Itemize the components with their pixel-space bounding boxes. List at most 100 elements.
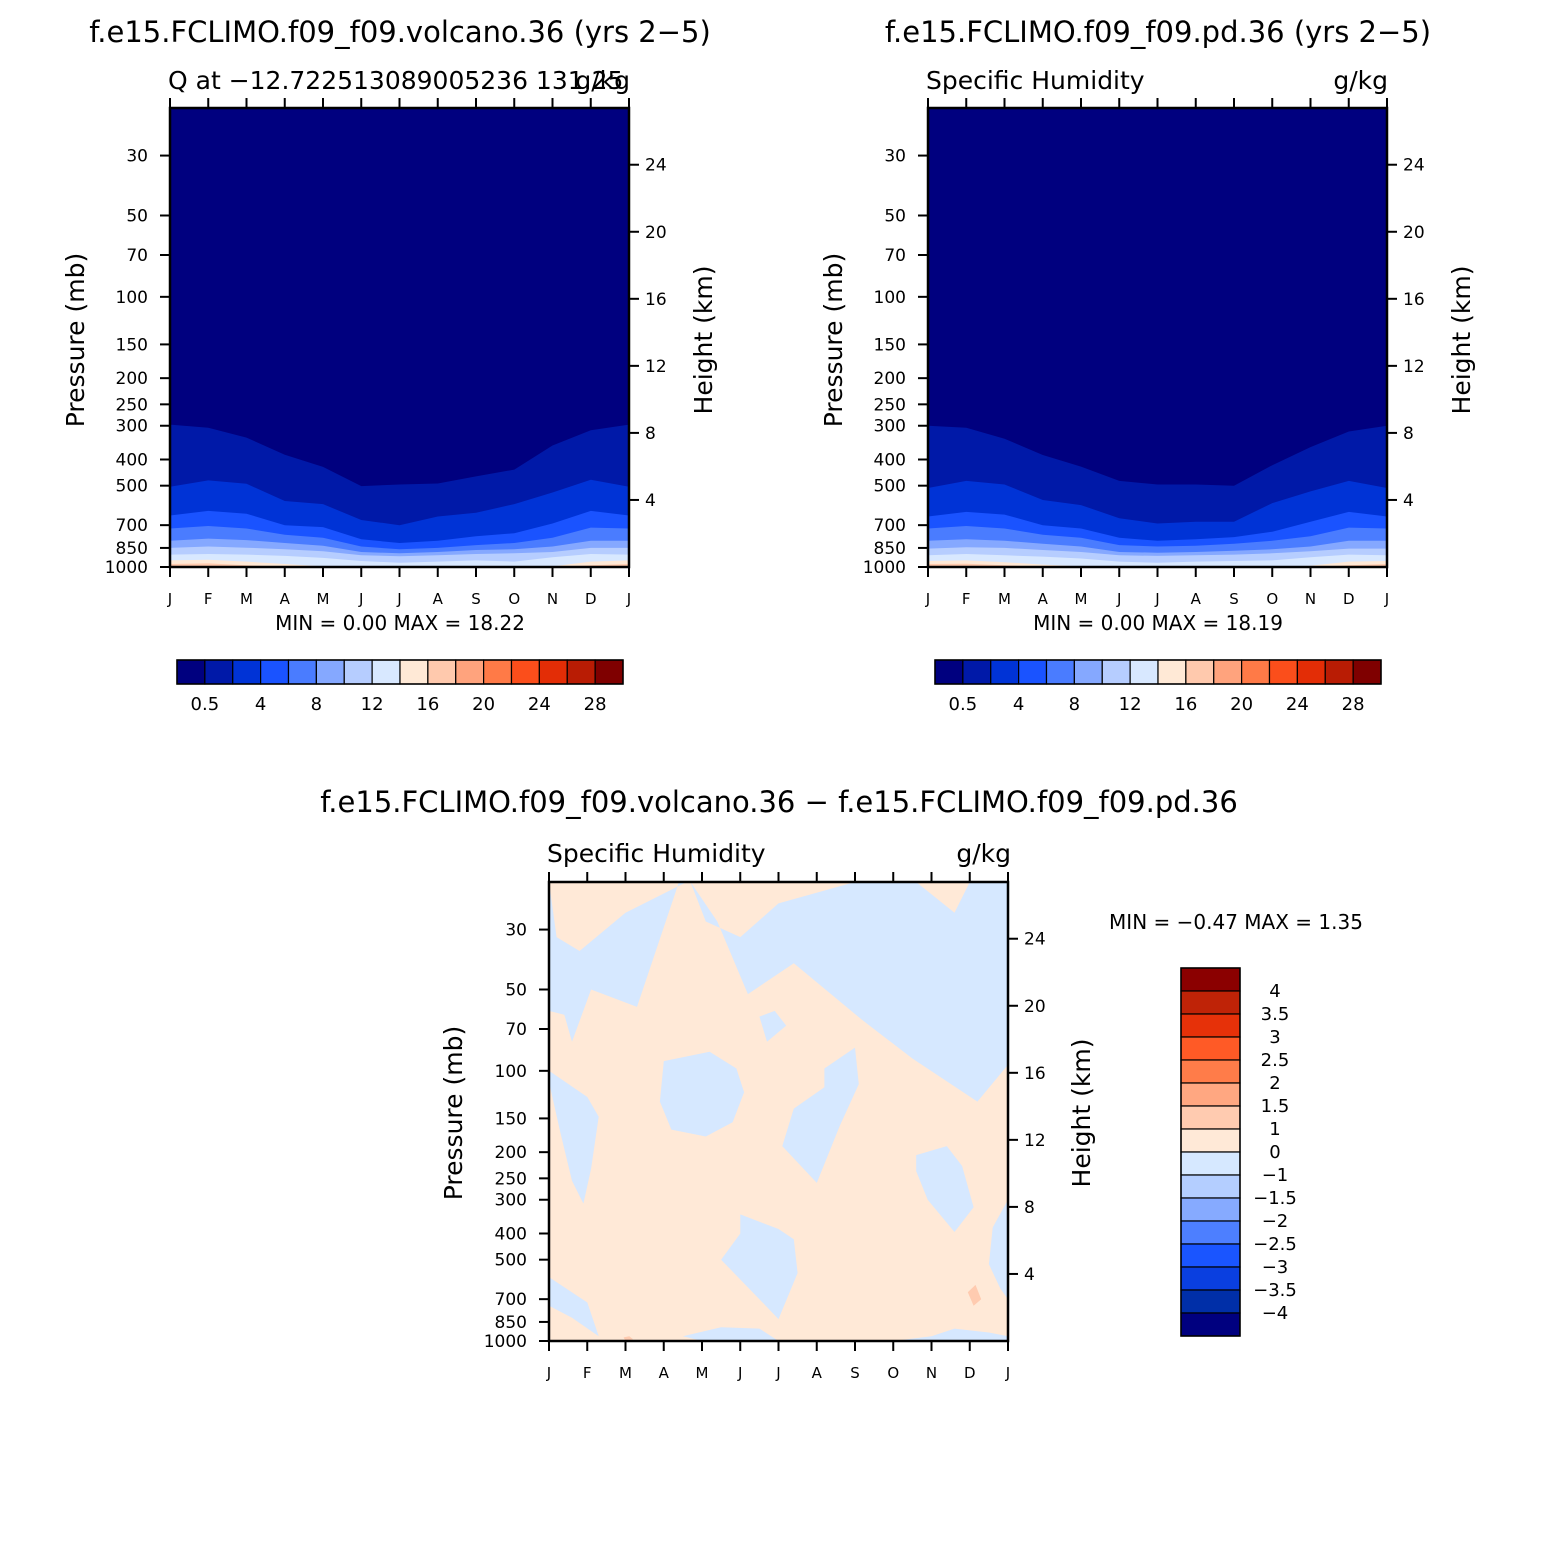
panel-title: f.e15.FCLIMO.f09_f09.pd.36 (yrs 2−5) [885, 15, 1431, 49]
fill-region-negative [549, 1070, 599, 1204]
y-tick-label: 150 [874, 335, 906, 355]
y-tick-label: 250 [116, 395, 148, 415]
fill-region-negative [659, 1051, 745, 1137]
y-tick-label: 70 [126, 246, 148, 266]
x-tick-label: J [358, 590, 363, 608]
y-tick-label: 700 [116, 516, 148, 536]
colorbar-label: 12 [361, 694, 384, 715]
y-tick-label: 200 [874, 369, 906, 389]
y-tick-label: 150 [495, 1109, 527, 1129]
fill-region-negative [782, 1047, 859, 1183]
fill-region-negative [759, 1010, 787, 1042]
y-tick-label: 1000 [105, 558, 148, 578]
colorbar-box [538, 659, 568, 685]
colorbar-box [1185, 659, 1215, 685]
y-tick-label: 300 [495, 1191, 527, 1211]
colorbar: 0.5 4 8 12 16 20 24 28 [934, 659, 1382, 715]
y-axis-label: Pressure (mb) [439, 1026, 468, 1200]
fill-region-negative [690, 882, 1008, 1102]
colorbar-label: 28 [1342, 694, 1365, 715]
y2-tick-label: 4 [645, 491, 656, 511]
colorbar-box [1213, 659, 1243, 685]
colorbar-label: 2 [1269, 1073, 1280, 1094]
colorbar-label: 2.5 [1261, 1050, 1290, 1071]
y-tick-label: 400 [874, 450, 906, 470]
colorbar-box [1180, 1312, 1241, 1337]
y-tick-label: 50 [505, 981, 527, 1001]
colorbar-label: −1.5 [1253, 1188, 1297, 1209]
colorbar-box [483, 659, 513, 685]
colorbar-box [990, 659, 1020, 685]
left-label: Q at −12.722513089005236 131.25 [168, 66, 623, 95]
y-axis-label: Pressure (mb) [819, 253, 848, 427]
colorbar-box [1180, 1197, 1241, 1222]
colorbar-box [1073, 659, 1103, 685]
y2-tick-label: 16 [645, 290, 667, 310]
y2-tick-label: 12 [1403, 357, 1425, 377]
colorbar-box [1018, 659, 1048, 685]
colorbar-label: −2 [1262, 1211, 1289, 1232]
colorbar-frame [934, 659, 1382, 685]
y-tick-label: 150 [116, 335, 148, 355]
x-tick-label: M [998, 590, 1011, 608]
colorbar: 43.532.521.510−1−1.5−2−2.5−3−3.5−4 [1180, 967, 1297, 1337]
colorbar-box [1324, 659, 1354, 685]
colorbar-box [287, 659, 317, 685]
x-tick-label: M [619, 1364, 632, 1382]
fill-region-negative [549, 1277, 599, 1337]
y2-tick-label: 20 [1024, 997, 1046, 1017]
contour-fills [549, 882, 1008, 1341]
colorbar-box [1045, 659, 1075, 685]
colorbar-label: 8 [311, 694, 322, 715]
x-tick-label: F [204, 590, 213, 608]
y-tick-label: 50 [126, 207, 148, 227]
x-tick-label: O [1266, 590, 1278, 608]
y-tick-label: 250 [874, 395, 906, 415]
contour-fills [928, 108, 1387, 567]
colorbar-box [232, 659, 262, 685]
fill-region-negative [721, 1214, 798, 1320]
colorbar-frame [1180, 967, 1241, 1337]
y-tick-label: 70 [884, 246, 906, 266]
y2-tick-label: 4 [1403, 491, 1414, 511]
y-tick-label: 100 [874, 288, 906, 308]
min-max-label: MIN = 0.00 MAX = 18.22 [275, 611, 525, 635]
y2-axis-label: Height (km) [1447, 266, 1476, 415]
y-tick-label: 1000 [484, 1332, 527, 1352]
y2-tick-label: 12 [1024, 1131, 1046, 1151]
colorbar-label: 24 [1286, 694, 1309, 715]
x-tick-label: A [433, 590, 444, 608]
x-tick-label: O [508, 590, 520, 608]
colorbar-label: 20 [1230, 694, 1253, 715]
colorbar-label: 1.5 [1261, 1096, 1290, 1117]
colorbar-box [1180, 1059, 1241, 1084]
colorbar-label: 1 [1269, 1119, 1280, 1140]
colorbar-box [204, 659, 234, 685]
x-tick-label: M [1075, 590, 1088, 608]
colorbar-box [1180, 990, 1241, 1015]
fill-region-negative [916, 1146, 974, 1232]
x-tick-label: S [471, 590, 481, 608]
x-tick-label: J [925, 590, 930, 608]
colorbar-label: 4 [255, 694, 266, 715]
x-tick-label: M [696, 1364, 709, 1382]
colorbar-label: 16 [416, 694, 439, 715]
x-tick-label: J [1005, 1364, 1010, 1382]
x-tick-label: O [887, 1364, 899, 1382]
y-tick-label: 500 [874, 477, 906, 497]
x-tick-label: S [1229, 590, 1239, 608]
units-label: g/kg [956, 839, 1011, 868]
y-tick-label: 500 [495, 1251, 527, 1271]
colorbar-box [1180, 1220, 1241, 1245]
x-tick-label: J [737, 1364, 742, 1382]
colorbar-box [1180, 1105, 1241, 1130]
x-tick-label: S [850, 1364, 860, 1382]
x-tick-label: M [240, 590, 253, 608]
y2-tick-label: 20 [645, 223, 667, 243]
y-tick-label: 850 [116, 539, 148, 559]
colorbar-box [1352, 659, 1382, 685]
panel-title: f.e15.FCLIMO.f09_f09.volcano.36 − f.e15.… [320, 785, 1238, 819]
x-tick-label: N [926, 1364, 937, 1382]
fill-region-negative [988, 1199, 1008, 1300]
colorbar-box [934, 659, 964, 685]
